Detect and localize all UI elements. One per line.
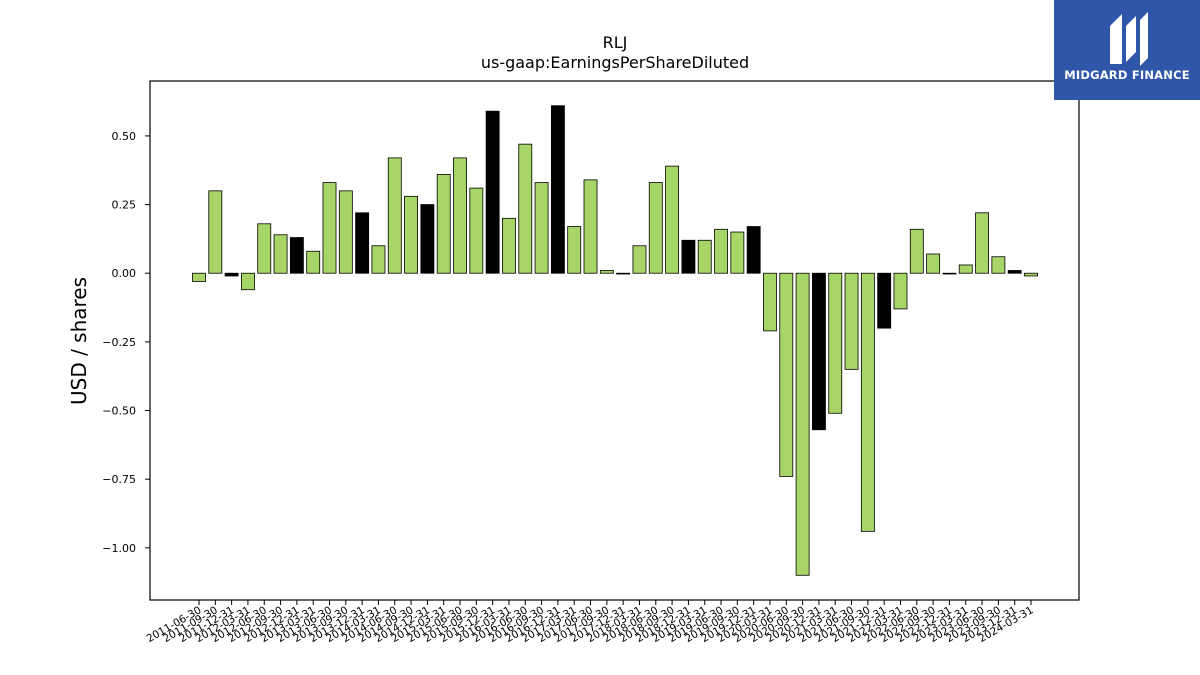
- bar-2015-06-30: [453, 157, 467, 274]
- bar-2015-12-31: [485, 110, 500, 274]
- bar-2018-06-30: [648, 182, 663, 274]
- bar-2012-06-30: [257, 223, 272, 274]
- bar-2017-09-30: [599, 270, 614, 274]
- bar-2014-09-30: [404, 195, 418, 274]
- bar-2018-12-31: [681, 239, 696, 274]
- bar-2022-12-31: [942, 272, 957, 275]
- y-tick-label: 0.00: [112, 267, 137, 280]
- bar-2022-03-31: [893, 272, 908, 310]
- bar-2017-03-31: [567, 226, 582, 274]
- chart-subtitle: us-gaap:EarningsPerShareDiluted: [481, 53, 749, 72]
- bar-2019-09-30: [730, 231, 745, 274]
- bar-2012-03-31: [241, 272, 255, 291]
- bar-2023-03-31: [958, 264, 973, 274]
- midgard-logo-icon: [1110, 12, 1148, 66]
- bar-2023-12-31: [1007, 270, 1022, 274]
- bar-2016-09-30: [534, 182, 549, 274]
- brand-logo: MIDGARD FINANCE: [1054, 0, 1200, 100]
- bar-2014-06-30: [387, 157, 402, 274]
- y-tick-label: −1.00: [102, 542, 136, 555]
- bar-2021-12-31: [877, 272, 892, 329]
- bar-2016-06-30: [518, 143, 533, 274]
- bar-2019-12-31: [746, 226, 761, 274]
- bar-2011-09-30: [208, 190, 223, 274]
- bar-2023-06-30: [975, 212, 989, 274]
- bar-2012-12-31: [289, 237, 304, 274]
- bar-2015-03-31: [436, 173, 451, 274]
- plot-frame: [149, 80, 1080, 601]
- bar-2019-06-30: [714, 228, 728, 274]
- bar-2011-06-30: [192, 272, 206, 282]
- bar-2014-12-31: [420, 204, 435, 274]
- y-axis-label: USD / shares: [67, 277, 91, 405]
- bar-2018-03-31: [632, 245, 647, 274]
- brand-name: MIDGARD FINANCE: [1064, 68, 1190, 82]
- bar-2019-03-31: [697, 239, 712, 274]
- bar-2017-12-31: [616, 272, 631, 275]
- bar-2012-09-30: [273, 234, 288, 274]
- bar-2020-03-31: [763, 272, 777, 332]
- bar-2013-03-31: [306, 250, 321, 274]
- bar-2014-03-31: [371, 245, 386, 274]
- bar-2023-09-30: [991, 256, 1006, 274]
- bars-group: [192, 105, 1038, 576]
- bar-2022-06-30: [909, 228, 924, 274]
- chart-title: RLJ: [603, 33, 628, 52]
- bar-2021-03-31: [828, 272, 843, 414]
- bar-2015-09-30: [469, 187, 484, 274]
- bar-2020-06-30: [779, 272, 794, 477]
- y-tick-label: −0.75: [102, 473, 136, 486]
- bar-2013-06-30: [322, 182, 337, 274]
- x-ticks-group: 2011-06-302011-09-302011-12-312012-03-31…: [145, 600, 1036, 645]
- y-tick-label: −0.25: [102, 336, 136, 349]
- bar-2017-06-30: [583, 179, 598, 274]
- bar-2020-09-30: [795, 272, 810, 576]
- bar-2020-12-31: [812, 272, 826, 431]
- bar-2013-12-31: [355, 212, 370, 274]
- y-ticks-group: 0.50 0.25 0.00 −0.25 −0.50 −0.75 −1.00: [102, 130, 150, 555]
- bar-2021-09-30: [860, 272, 875, 532]
- bar-2016-12-31: [550, 105, 565, 274]
- bar-2016-03-31: [502, 217, 516, 274]
- y-tick-label: −0.50: [102, 405, 136, 418]
- bar-2018-09-30: [665, 165, 680, 274]
- bar-2022-09-30: [926, 253, 941, 274]
- y-tick-label: 0.25: [112, 199, 137, 212]
- bar-2021-06-30: [844, 272, 859, 370]
- bar-2011-12-31: [224, 272, 239, 277]
- bar-2024-03-31: [1024, 272, 1038, 277]
- y-tick-label: 0.50: [112, 130, 137, 143]
- bar-2013-09-30: [338, 190, 353, 274]
